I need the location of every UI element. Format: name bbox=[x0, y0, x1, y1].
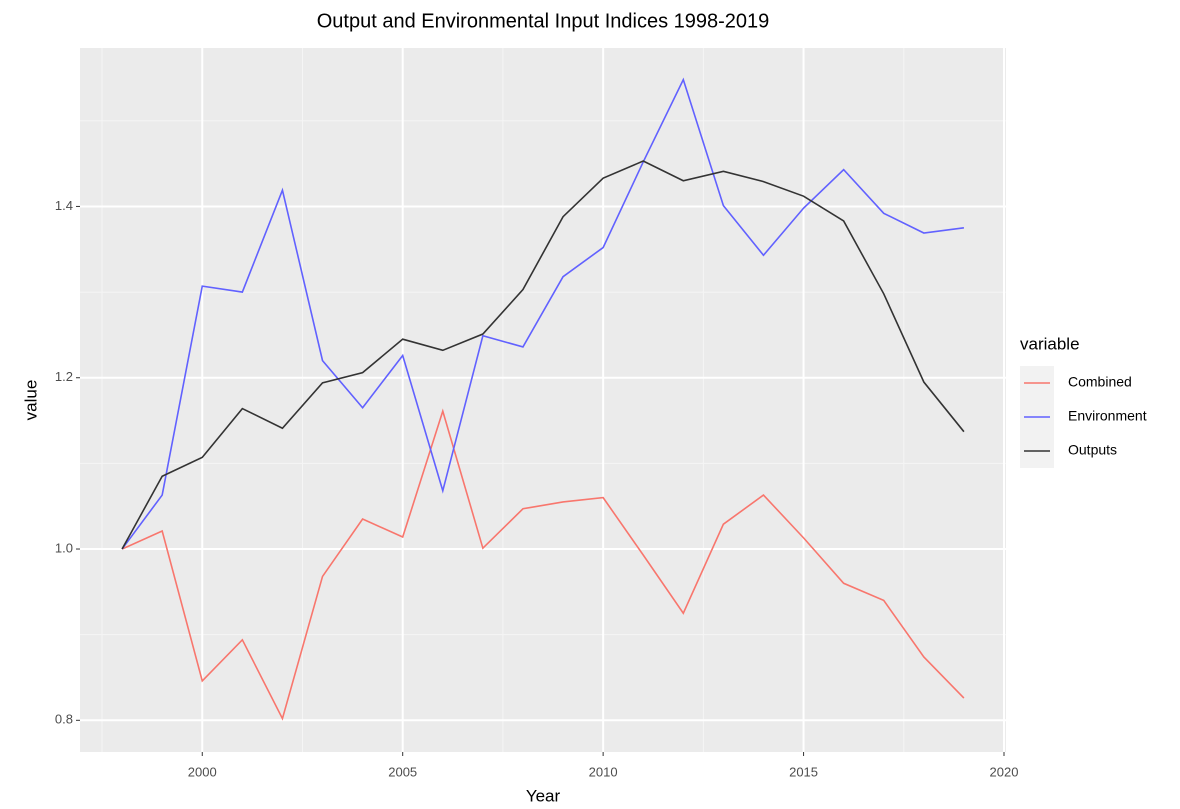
y-axis-title: value bbox=[21, 380, 40, 421]
y-tick-label: 0.8 bbox=[55, 712, 73, 727]
series-line bbox=[121, 160, 965, 550]
plot-panel bbox=[80, 48, 1006, 752]
x-tick-label: 2000 bbox=[188, 764, 217, 779]
legend-label: Environment bbox=[1068, 408, 1147, 424]
y-tick-label: 1.0 bbox=[55, 540, 73, 555]
x-axis-title: Year bbox=[526, 786, 561, 805]
x-tick-label: 2020 bbox=[990, 764, 1019, 779]
legend-label: Combined bbox=[1068, 374, 1132, 390]
series-line bbox=[121, 408, 965, 721]
legend-title: variable bbox=[1020, 334, 1080, 353]
x-tick-label: 2005 bbox=[388, 764, 417, 779]
y-tick-label: 1.4 bbox=[55, 198, 73, 213]
legend-label: Outputs bbox=[1068, 442, 1117, 458]
chart-title: Output and Environmental Input Indices 1… bbox=[317, 10, 770, 32]
y-tick-label: 1.2 bbox=[55, 369, 73, 384]
x-tick-label: 2010 bbox=[589, 764, 618, 779]
series-line bbox=[121, 77, 965, 550]
x-tick-label: 2015 bbox=[789, 764, 818, 779]
